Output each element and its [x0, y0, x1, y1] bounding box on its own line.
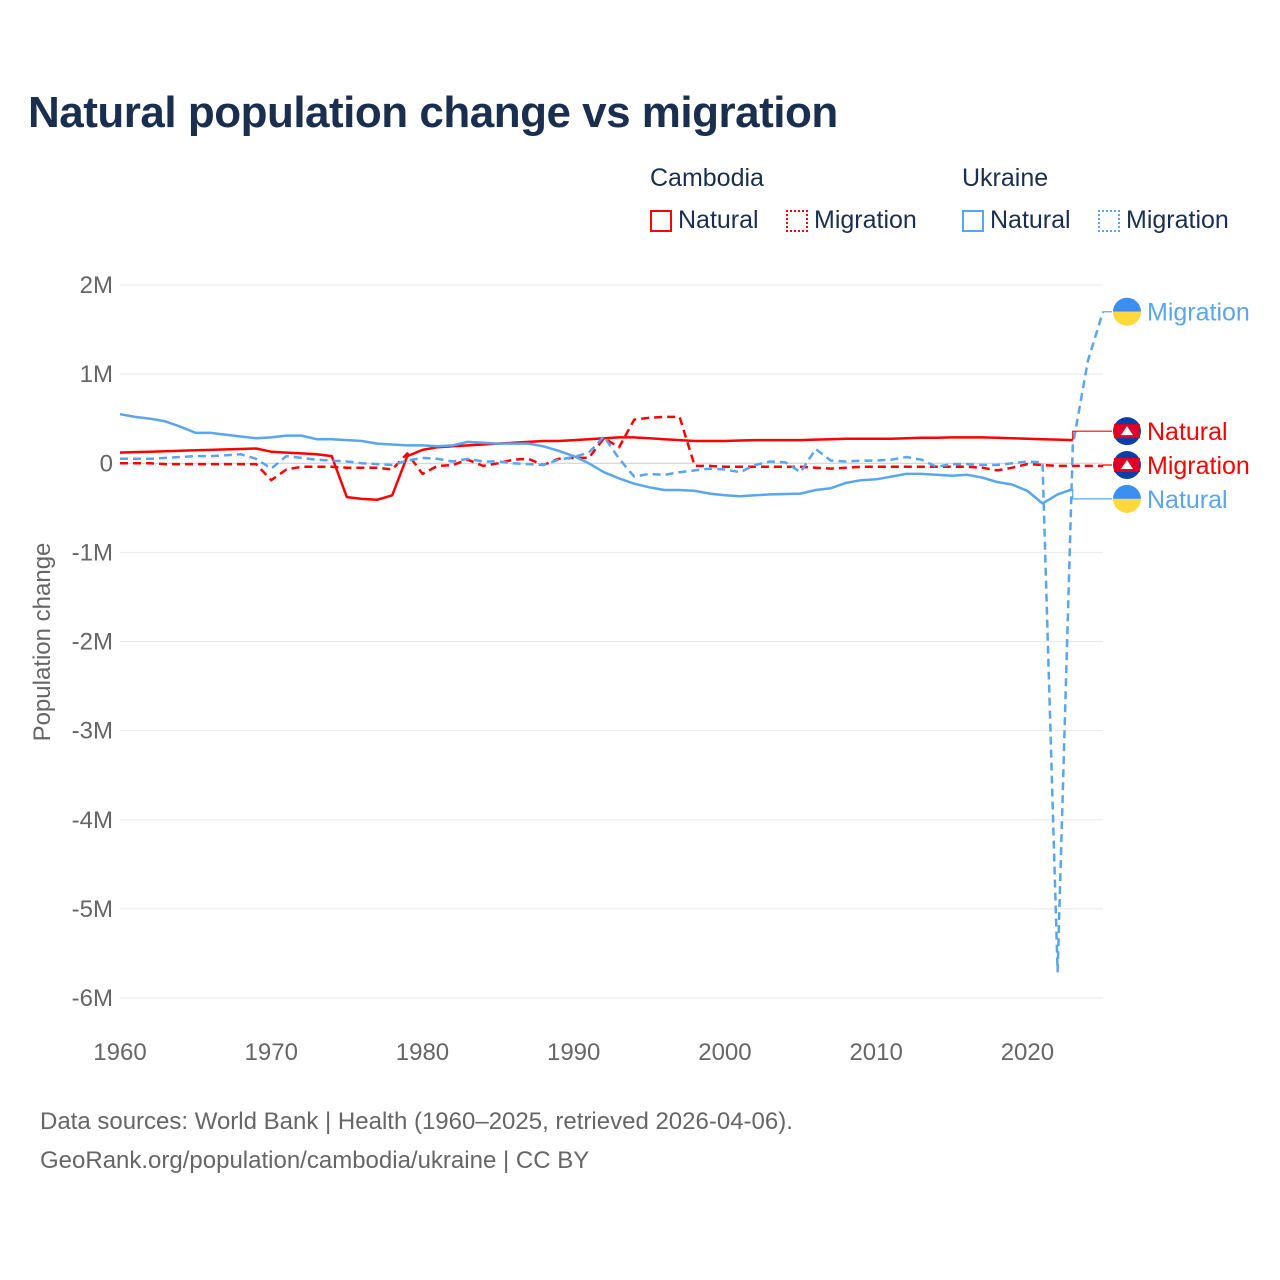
legend-label: Migration — [1126, 206, 1229, 234]
y-axis-label: Population change — [29, 543, 56, 742]
x-tick-label: 2020 — [1001, 1039, 1054, 1066]
legend-label: Migration — [814, 206, 917, 234]
y-tick-label: -4M — [72, 807, 113, 834]
x-tick-label: 1960 — [93, 1039, 146, 1066]
end-label: Migration — [1147, 452, 1250, 480]
legend-swatch-solid-blue — [962, 209, 984, 232]
label-connector — [1072, 489, 1112, 500]
series-line-cambodia-migration — [120, 415, 1103, 482]
label-connector — [1102, 464, 1112, 466]
ukraine-flag-icon — [1113, 297, 1141, 312]
series-line-cambodia-natural — [119, 436, 1073, 502]
ukraine-flag-icon — [1113, 311, 1141, 326]
angkor-wat-icon — [1121, 426, 1133, 436]
legend-swatch-dotted-red — [786, 209, 808, 232]
chart-title: Natural population change vs migration — [28, 88, 838, 137]
y-tick-label: -1M — [72, 539, 113, 566]
series-line-ukraine-migration — [120, 311, 1105, 973]
legend-ukraine-migration[interactable]: Migration — [1098, 206, 1229, 235]
y-tick-label: 0 — [100, 450, 113, 477]
y-tick-label: -5M — [72, 896, 113, 923]
footer-attribution: GeoRank.org/population/cambodia/ukraine … — [40, 1147, 590, 1174]
angkor-wat-icon — [1121, 460, 1133, 470]
legend-group-ukraine: Ukraine — [962, 164, 1049, 192]
legend-swatch-solid-red — [650, 209, 672, 232]
legend-swatch-dotted-blue — [1098, 209, 1120, 232]
y-tick-label: 2M — [80, 272, 113, 299]
x-tick-label: 2010 — [849, 1039, 902, 1066]
y-tick-label: -2M — [72, 629, 113, 656]
x-tick-label: 1970 — [245, 1039, 298, 1066]
x-tick-label: 1990 — [547, 1039, 600, 1066]
end-label: Natural — [1147, 486, 1228, 514]
footer-sources: Data sources: World Bank | Health (1960–… — [40, 1108, 793, 1135]
legend-cambodia-natural[interactable]: Natural — [650, 206, 759, 235]
x-tick-label: 2000 — [698, 1039, 751, 1066]
label-connector — [1072, 430, 1112, 441]
ukraine-flag-icon — [1113, 484, 1141, 499]
legend-cambodia-migration[interactable]: Migration — [786, 206, 917, 235]
legend-ukraine-natural[interactable]: Natural — [962, 206, 1071, 235]
end-label: Migration — [1147, 299, 1250, 327]
legend-label: Natural — [678, 206, 759, 234]
y-tick-label: -3M — [72, 718, 113, 745]
ukraine-flag-icon — [1113, 498, 1141, 513]
legend-label: Natural — [990, 206, 1071, 234]
end-label: Natural — [1147, 418, 1228, 446]
y-tick-label: 1M — [80, 361, 113, 388]
series-line-ukraine-natural — [119, 412, 1074, 505]
legend-group-cambodia: Cambodia — [650, 164, 764, 192]
y-tick-label: -6M — [72, 985, 113, 1012]
x-tick-label: 1980 — [396, 1039, 449, 1066]
